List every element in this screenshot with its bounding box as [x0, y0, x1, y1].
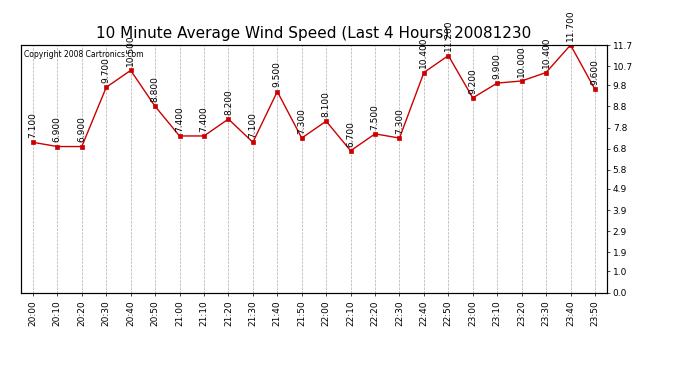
- Text: 7.300: 7.300: [297, 108, 306, 134]
- Text: 6.900: 6.900: [53, 117, 62, 142]
- Text: 9.500: 9.500: [273, 62, 282, 87]
- Text: 7.500: 7.500: [371, 104, 380, 130]
- Text: 10.500: 10.500: [126, 34, 135, 66]
- Text: 9.200: 9.200: [469, 68, 477, 94]
- Text: 8.100: 8.100: [322, 91, 331, 117]
- Text: Copyright 2008 Cartronics.com: Copyright 2008 Cartronics.com: [23, 50, 143, 59]
- Text: 7.400: 7.400: [199, 106, 208, 132]
- Text: 10.400: 10.400: [420, 37, 428, 68]
- Text: 7.400: 7.400: [175, 106, 184, 132]
- Text: 6.900: 6.900: [77, 117, 86, 142]
- Text: 7.100: 7.100: [248, 112, 257, 138]
- Text: 10.000: 10.000: [518, 45, 526, 77]
- Text: 7.300: 7.300: [395, 108, 404, 134]
- Text: 9.900: 9.900: [493, 53, 502, 79]
- Title: 10 Minute Average Wind Speed (Last 4 Hours) 20081230: 10 Minute Average Wind Speed (Last 4 Hou…: [97, 26, 531, 41]
- Text: 11.700: 11.700: [566, 9, 575, 41]
- Text: 9.700: 9.700: [101, 57, 110, 83]
- Text: 7.100: 7.100: [28, 112, 37, 138]
- Text: 8.200: 8.200: [224, 89, 233, 115]
- Text: 8.800: 8.800: [150, 76, 159, 102]
- Text: 9.600: 9.600: [591, 59, 600, 85]
- Text: 11.200: 11.200: [444, 20, 453, 51]
- Text: 6.700: 6.700: [346, 121, 355, 147]
- Text: 10.400: 10.400: [542, 37, 551, 68]
